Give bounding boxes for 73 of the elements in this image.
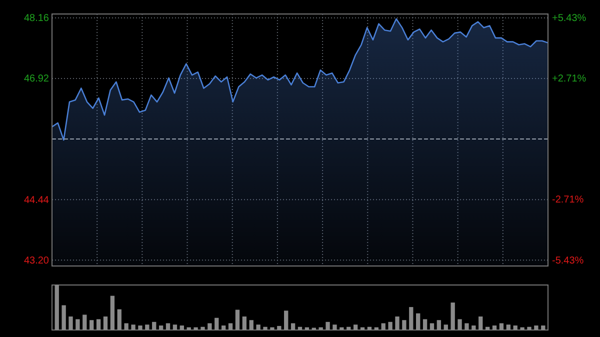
bar: [222, 326, 226, 330]
y2-tick-label: -2.71%: [552, 194, 584, 206]
y-tick-label: 44.44: [24, 194, 50, 206]
bar: [62, 305, 66, 330]
bar: [82, 314, 87, 330]
bar: [194, 327, 198, 330]
bar: [158, 326, 164, 330]
bar: [506, 324, 510, 330]
bar: [166, 323, 170, 330]
bar: [436, 320, 442, 330]
bar: [277, 326, 282, 330]
bar: [76, 319, 80, 330]
y-tick-label: 43.20: [24, 255, 50, 266]
bar: [478, 316, 483, 330]
y2-tick-label: -5.43%: [552, 255, 584, 266]
bar: [326, 322, 330, 330]
bar: [284, 310, 288, 330]
y-tick-label: 48.16: [24, 13, 50, 24]
bar: [409, 307, 414, 330]
bar: [492, 326, 497, 330]
bar: [464, 323, 469, 330]
bar: [485, 326, 490, 330]
bar: [172, 324, 178, 330]
bar: [90, 320, 94, 330]
bar: [96, 319, 101, 330]
bar: [228, 323, 233, 330]
bar: [117, 309, 122, 330]
bar: [499, 323, 504, 330]
bar: [263, 326, 268, 330]
bar: [444, 324, 448, 330]
bar: [208, 323, 212, 330]
bar: [235, 310, 240, 330]
bar: [152, 322, 156, 330]
bar: [340, 327, 344, 330]
bar: [68, 316, 73, 330]
bar: [346, 326, 351, 330]
bar: [541, 326, 546, 330]
bar: [353, 324, 358, 330]
bar: [332, 324, 337, 330]
bar: [430, 323, 434, 330]
y-tick-label: 46.92: [24, 74, 50, 85]
bar: [367, 326, 372, 330]
bar: [381, 323, 386, 330]
bar: [200, 326, 205, 330]
bar: [180, 326, 184, 330]
bar: [138, 326, 142, 330]
bar: [527, 326, 532, 330]
bar: [249, 320, 254, 330]
bar: [54, 285, 59, 330]
bar: [270, 327, 274, 330]
bar: [290, 323, 296, 330]
bar: [472, 326, 476, 330]
bar: [103, 316, 108, 330]
bar: [214, 318, 219, 330]
bar: [145, 324, 150, 330]
bar: [422, 319, 428, 330]
bar: [131, 324, 136, 330]
bar: [513, 326, 518, 330]
y2-tick-label: +5.43%: [552, 12, 586, 24]
bar: [256, 324, 260, 330]
bar: [395, 316, 400, 330]
bar: [110, 296, 115, 330]
bar: [298, 326, 302, 330]
bar: [402, 320, 406, 330]
bar: [242, 316, 247, 330]
bar: [416, 313, 420, 330]
bar: [520, 327, 524, 330]
bar: [534, 326, 538, 330]
y2-tick-label: +2.71%: [552, 74, 586, 85]
bar: [388, 322, 392, 330]
bar: [458, 319, 462, 330]
bar: [124, 323, 128, 330]
bar: [450, 302, 455, 330]
